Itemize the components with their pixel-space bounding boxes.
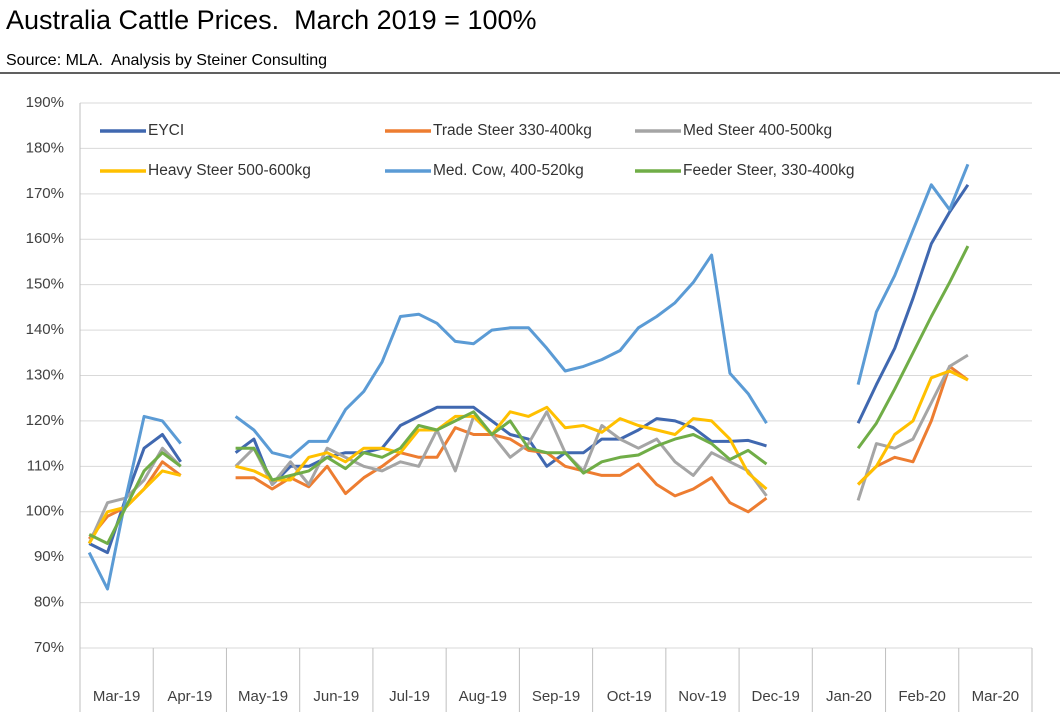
legend-label: EYCI bbox=[148, 122, 184, 139]
y-tick-label: 180% bbox=[26, 139, 64, 156]
y-tick-label: 70% bbox=[34, 639, 64, 656]
y-tick-label: 110% bbox=[27, 457, 64, 474]
x-tick-label: Mar-20 bbox=[972, 688, 1020, 705]
x-tick-label: Jul-19 bbox=[389, 688, 430, 705]
series-line bbox=[87, 163, 970, 591]
series-line bbox=[88, 183, 970, 555]
series-line bbox=[88, 364, 969, 540]
series-line bbox=[88, 245, 970, 545]
y-tick-label: 90% bbox=[34, 548, 64, 565]
chart-subtitle: Source: MLA. Analysis by Steiner Consult… bbox=[6, 52, 327, 69]
y-tick-label: 130% bbox=[26, 366, 64, 383]
legend-label: Med. Cow, 400-520kg bbox=[433, 162, 584, 179]
x-tick-label: Jun-19 bbox=[313, 688, 359, 705]
x-tick-label: Sep-19 bbox=[532, 688, 580, 705]
legend-label: Trade Steer 330-400kg bbox=[433, 122, 592, 139]
y-tick-label: 150% bbox=[26, 276, 64, 293]
legend-label: Feeder Steer, 330-400kg bbox=[683, 162, 854, 179]
x-tick-label: Oct-19 bbox=[607, 688, 652, 705]
x-tick-label: Dec-19 bbox=[752, 688, 800, 705]
y-tick-label: 190% bbox=[26, 94, 64, 111]
chart-title: Australia Cattle Prices. March 2019 = 10… bbox=[6, 5, 537, 35]
x-tick-label: Aug-19 bbox=[459, 688, 507, 705]
y-tick-label: 120% bbox=[26, 412, 64, 429]
y-tick-label: 100% bbox=[26, 503, 64, 520]
x-tick-label: Apr-19 bbox=[167, 688, 212, 705]
legend-label: Med Steer 400-500kg bbox=[683, 122, 832, 139]
x-tick-label: Feb-20 bbox=[898, 688, 946, 705]
x-tick-label: Nov-19 bbox=[678, 688, 726, 705]
legend-label: Heavy Steer 500-600kg bbox=[148, 162, 311, 179]
y-tick-label: 170% bbox=[26, 185, 64, 202]
x-tick-label: May-19 bbox=[238, 688, 288, 705]
y-tick-label: 160% bbox=[26, 230, 64, 247]
x-tick-label: Jan-20 bbox=[826, 688, 872, 705]
y-tick-label: 140% bbox=[26, 321, 64, 338]
x-tick-label: Mar-19 bbox=[93, 688, 141, 705]
y-tick-label: 80% bbox=[34, 594, 64, 611]
series-line bbox=[87, 369, 969, 545]
